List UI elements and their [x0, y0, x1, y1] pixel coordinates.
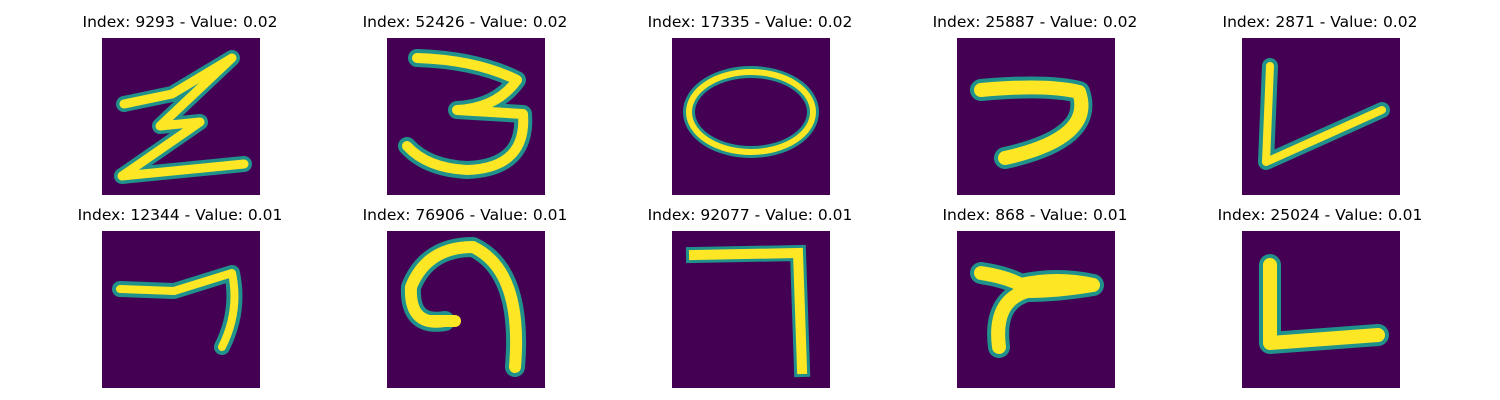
v-glyph — [1258, 58, 1390, 170]
digit-image — [1242, 231, 1400, 388]
image-panel: Index: 25887 - Value: 0.02 — [915, 12, 1155, 202]
digit-image — [957, 38, 1115, 195]
digit-image — [387, 231, 545, 388]
digit-image — [672, 231, 830, 388]
digit-image — [672, 38, 830, 195]
swoosh-glyph — [970, 262, 1104, 358]
nine-glyph — [400, 237, 527, 377]
image-panel: Index: 9293 - Value: 0.02 — [60, 12, 300, 202]
digit-image — [957, 231, 1115, 388]
hook-glyph — [970, 76, 1093, 169]
image-panel: Index: 868 - Value: 0.01 — [915, 205, 1155, 395]
panel-title: Index: 92077 - Value: 0.01 — [647, 206, 853, 224]
image-panel: Index: 92077 - Value: 0.01 — [630, 205, 870, 395]
image-panel: Index: 2871 - Value: 0.02 — [1200, 12, 1440, 202]
seven-glyph — [112, 265, 243, 355]
zigzag-z-glyph — [114, 50, 252, 184]
panel-title: Index: 12344 - Value: 0.01 — [77, 206, 283, 224]
panel-title: Index: 52426 - Value: 0.02 — [362, 13, 568, 31]
panel-title: Index: 17335 - Value: 0.02 — [647, 13, 853, 31]
image-panel: Index: 17335 - Value: 0.02 — [630, 12, 870, 202]
three-glyph — [398, 49, 533, 179]
panel-title: Index: 25024 - Value: 0.01 — [1217, 206, 1423, 224]
panel-title: Index: 868 - Value: 0.01 — [942, 206, 1128, 224]
image-panel: Index: 12344 - Value: 0.01 — [60, 205, 300, 395]
panel-title: Index: 9293 - Value: 0.02 — [82, 13, 278, 31]
panel-title: Index: 2871 - Value: 0.02 — [1222, 13, 1418, 31]
image-panel: Index: 25024 - Value: 0.01 — [1200, 205, 1440, 395]
panel-title: Index: 76906 - Value: 0.01 — [362, 206, 568, 224]
digit-image — [387, 38, 545, 195]
image-panel: Index: 52426 - Value: 0.02 — [345, 12, 585, 202]
digit-image — [1242, 38, 1400, 195]
digit-image — [102, 231, 260, 388]
image-panel: Index: 76906 - Value: 0.01 — [345, 205, 585, 395]
panel-title: Index: 25887 - Value: 0.02 — [932, 13, 1138, 31]
zero-glyph — [683, 66, 819, 158]
digit-image — [102, 38, 260, 195]
l-glyph — [1259, 254, 1389, 354]
seven-bar-glyph — [685, 244, 811, 378]
